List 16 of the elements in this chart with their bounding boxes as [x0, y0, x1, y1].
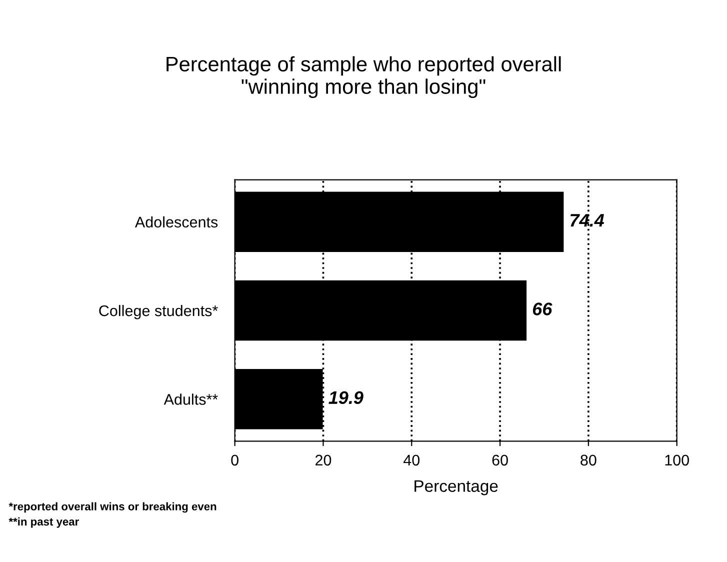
y-tick-label: Adolescents	[134, 216, 218, 228]
data-label: 66	[532, 302, 552, 316]
x-tick-label: 80	[580, 454, 596, 466]
data-label: 19.9	[328, 391, 364, 404]
x-tick-label: 20	[315, 454, 332, 466]
x-tick-label: 100	[665, 454, 689, 466]
x-tick-label: 0	[231, 454, 238, 466]
text: **in past year	[8, 517, 79, 528]
text: *reported overall wins or breaking even	[8, 502, 216, 513]
x-tick-label: 40	[403, 454, 420, 466]
chart-title: Percentage of sample who reported overall "winning more than losing"	[166, 56, 561, 98]
data-label: 74.4	[570, 214, 604, 227]
y-tick-label: Adults**	[164, 394, 218, 405]
x-axis-title: Percentage	[414, 480, 498, 496]
y-tick-label: College students*	[99, 304, 218, 320]
x-tick-label: 60	[492, 454, 508, 466]
